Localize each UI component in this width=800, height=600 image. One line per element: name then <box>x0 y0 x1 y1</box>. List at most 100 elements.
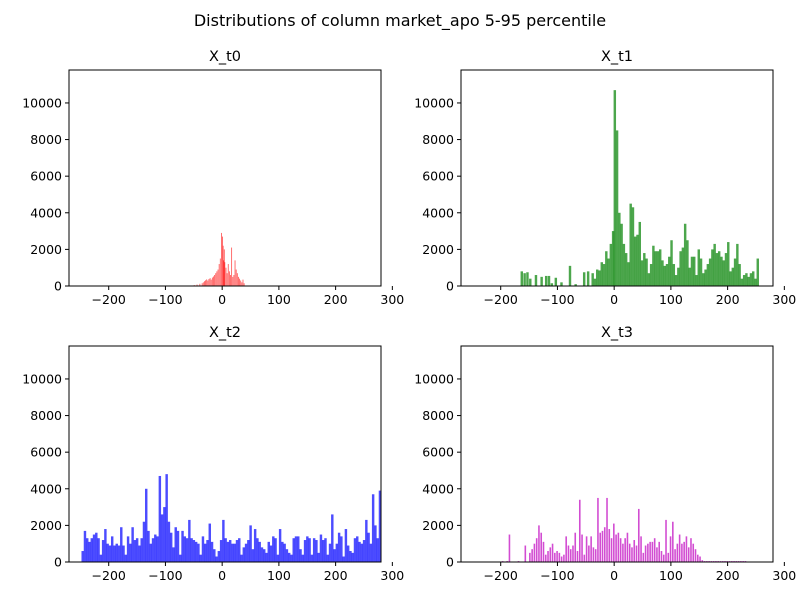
histogram-bar <box>210 541 214 562</box>
histogram-bar <box>151 538 155 562</box>
x-tick-label: −100 <box>540 568 574 583</box>
x-tick-label: 0 <box>218 568 226 583</box>
histogram-bar <box>326 554 329 562</box>
histogram-bar <box>696 554 699 562</box>
histogram-bar <box>636 234 639 286</box>
histogram-bar <box>529 552 531 562</box>
histogram-bar <box>342 556 345 562</box>
histogram-bars <box>501 497 747 562</box>
histogram-bar <box>668 256 671 286</box>
histogram-bar <box>599 532 601 562</box>
histogram-bar <box>218 264 220 286</box>
histogram-bar <box>628 543 631 562</box>
histogram-bar <box>242 547 246 562</box>
histogram-bar <box>678 534 681 562</box>
histogram-bar <box>176 530 180 562</box>
histogram-bar <box>213 276 214 286</box>
histogram-bar <box>181 530 184 562</box>
histogram-bar <box>358 541 361 562</box>
histogram-bar <box>534 275 538 286</box>
histogram-bar <box>715 253 719 286</box>
histogram-bar <box>520 271 523 286</box>
histogram-bar <box>669 536 672 562</box>
histogram-bar <box>662 554 665 562</box>
x-tick-label: −100 <box>148 568 182 583</box>
histogram-bar <box>694 549 697 562</box>
histogram-bar <box>601 530 604 562</box>
histogram-bar <box>183 536 187 562</box>
histogram-bar <box>227 264 229 286</box>
histogram-bar <box>108 545 112 562</box>
histogram-bar <box>615 130 619 286</box>
histogram-bar <box>727 242 730 286</box>
histogram-bar <box>256 538 259 562</box>
histogram-bar <box>756 258 759 286</box>
histogram-bar <box>337 532 341 562</box>
histogram-bar <box>551 543 554 562</box>
histogram-bar <box>244 543 248 562</box>
histogram-bar <box>104 529 107 562</box>
y-tick-label: 2000 <box>30 242 62 257</box>
histogram-bar <box>600 262 603 286</box>
histogram-bar <box>190 538 193 562</box>
histogram-bar <box>533 543 536 562</box>
histogram-bar <box>633 540 636 562</box>
histogram-bar <box>356 536 359 562</box>
y-tick-label: 0 <box>446 555 454 570</box>
histogram-bar <box>156 536 159 562</box>
histogram-bar <box>738 264 741 286</box>
histogram-bar <box>231 543 234 562</box>
x-tick-label: 100 <box>659 292 683 307</box>
histogram-bar <box>591 273 594 286</box>
histogram-bar <box>681 543 683 562</box>
histogram-bar <box>550 283 554 286</box>
histogram-bar <box>613 90 617 286</box>
histogram-bar <box>247 540 250 562</box>
histogram-bar <box>554 277 558 286</box>
histogram-bar <box>122 545 125 562</box>
histogram-bar <box>140 538 143 562</box>
histogram-bar <box>299 549 302 562</box>
histogram-bar <box>285 549 289 562</box>
histogram-bar <box>535 538 538 562</box>
histogram-bar <box>635 545 638 562</box>
x-tick-label: −200 <box>92 568 126 583</box>
histogram-bar <box>346 545 350 562</box>
histogram-bar <box>683 541 685 562</box>
histogram-bar <box>303 540 307 562</box>
histogram-bar <box>202 282 204 286</box>
histogram-bar <box>554 552 556 562</box>
histogram-bar <box>603 527 606 562</box>
histogram-bar <box>129 543 132 562</box>
histogram-bar <box>523 273 526 286</box>
histogram-bar <box>90 538 93 562</box>
histogram-bar <box>113 545 116 562</box>
histogram-bar <box>169 532 173 562</box>
histogram-bar <box>333 549 336 562</box>
histogram-bar <box>594 549 597 562</box>
histogram-bar <box>240 554 243 562</box>
histogram-bar <box>201 536 205 562</box>
histogram-bar <box>223 260 225 286</box>
axes-frame <box>460 345 774 563</box>
histogram-bar <box>217 269 219 286</box>
subplot-title: X_t2 <box>209 325 241 341</box>
histogram-bar <box>663 265 666 286</box>
histogram-bar <box>654 251 657 286</box>
histogram-bar <box>637 508 640 562</box>
x-tick-label: 200 <box>324 568 348 583</box>
histogram-bar <box>165 474 168 562</box>
x-tick-label: 100 <box>267 568 291 583</box>
histogram-bar <box>638 221 641 286</box>
histogram-bar <box>290 554 293 562</box>
histogram-bar <box>560 282 563 286</box>
histogram-bar <box>235 540 239 562</box>
histogram-bar <box>272 536 275 562</box>
histogram-bar <box>658 541 660 562</box>
figure-title: Distributions of column market_apo 5-95 … <box>194 11 606 31</box>
histogram-bar <box>147 530 150 562</box>
histogram-bar <box>231 247 233 286</box>
histogram-bar <box>351 552 354 562</box>
histogram-bar <box>602 264 606 286</box>
histogram-bar <box>749 273 753 286</box>
